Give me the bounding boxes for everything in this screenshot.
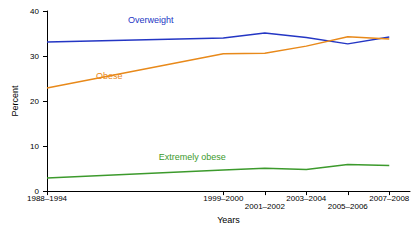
svg-text:40: 40 (30, 7, 39, 16)
svg-text:Overweight: Overweight (128, 15, 174, 25)
svg-text:2007–2008: 2007–2008 (369, 194, 410, 203)
svg-text:1988–1994: 1988–1994 (27, 194, 68, 203)
svg-text:Obese: Obese (96, 71, 123, 82)
svg-text:20: 20 (30, 97, 39, 106)
svg-text:2003–2004: 2003–2004 (286, 194, 327, 203)
svg-text:1999–2000: 1999–2000 (203, 194, 244, 203)
svg-text:0: 0 (34, 186, 39, 196)
svg-text:2005–2006: 2005–2006 (328, 202, 369, 211)
svg-text:10: 10 (30, 142, 39, 151)
svg-text:2001–2002: 2001–2002 (245, 202, 286, 211)
svg-text:Years: Years (217, 215, 240, 225)
svg-text:Percent: Percent (10, 85, 20, 117)
svg-text:Extremely obese: Extremely obese (159, 152, 226, 162)
svg-text:30: 30 (30, 52, 39, 61)
